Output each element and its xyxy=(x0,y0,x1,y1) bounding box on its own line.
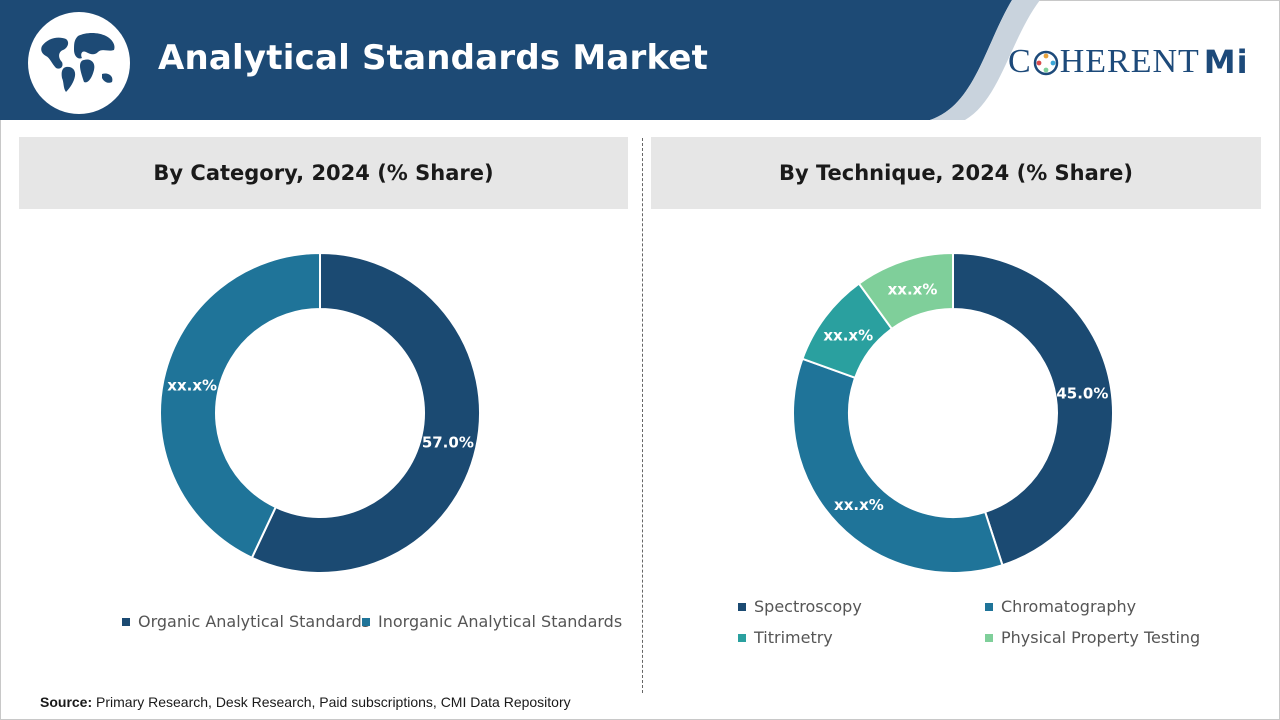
category-slice-2 xyxy=(159,251,321,560)
category-data-label-1: 57.0% xyxy=(422,434,474,452)
category-legend-item-2-swatch xyxy=(362,617,370,626)
technique-slice-4 xyxy=(857,251,954,331)
panel-divider xyxy=(642,138,643,693)
technique-legend-item-2-label: Chromatography xyxy=(1001,597,1137,616)
technique-donut-chart: 45.0% xx.x% xx.x% xx.x% xyxy=(792,251,1114,574)
technique-data-label-1: 45.0% xyxy=(1056,385,1108,403)
technique-legend-item-4: Physical Property Testing xyxy=(985,628,1200,647)
technique-legend-item-2: Chromatography xyxy=(985,597,1136,616)
coherent-mi-logo: C HERENT Mi xyxy=(1008,40,1249,84)
category-legend-item-1-swatch xyxy=(122,617,130,626)
technique-legend-item-4-swatch xyxy=(985,633,993,642)
logo-text-right: HERENT xyxy=(1059,43,1200,80)
logo-mi: Mi xyxy=(1203,43,1249,81)
technique-data-label-4: xx.x% xyxy=(888,280,938,298)
category-slice-1 xyxy=(250,251,481,574)
technique-slice-2 xyxy=(792,357,1004,574)
technique-panel-title: By Technique, 2024 (% Share) xyxy=(651,137,1261,209)
category-legend-item-2-label: Inorganic Analytical Standards xyxy=(378,612,623,631)
page-title: Analytical Standards Market xyxy=(158,38,709,78)
technique-legend-item-1-label: Spectroscopy xyxy=(754,597,862,616)
source-note: Source: Primary Research, Desk Research,… xyxy=(40,694,571,710)
technique-legend-item-4-label: Physical Property Testing xyxy=(1001,628,1201,647)
globe-logo-icon xyxy=(28,12,130,114)
technique-legend-item-2-swatch xyxy=(985,602,993,611)
technique-legend-item-3-swatch xyxy=(738,633,746,642)
category-donut-chart: 57.0% xx.x% xyxy=(159,251,481,574)
source-label: Source: xyxy=(40,694,93,710)
source-text: Primary Research, Desk Research, Paid su… xyxy=(96,694,571,710)
category-legend-item-1: Organic Analytical Standards xyxy=(122,612,370,631)
technique-slice-1 xyxy=(952,251,1114,567)
technique-legend-item-1-swatch xyxy=(738,602,746,611)
category-data-label-2: xx.x% xyxy=(167,376,217,394)
category-legend-item-2: Inorganic Analytical Standards xyxy=(362,612,622,631)
technique-data-label-3: xx.x% xyxy=(823,326,873,344)
category-legend-item-1-label: Organic Analytical Standards xyxy=(138,612,371,631)
technique-data-label-2: xx.x% xyxy=(834,496,884,514)
technique-legend-item-3-label: Titrimetry xyxy=(754,628,833,647)
technique-legend-item-1: Spectroscopy xyxy=(738,597,862,616)
logo-text-left: C xyxy=(1008,43,1032,80)
header-banner: Analytical Standards Market C HERENT Mi xyxy=(0,0,1280,120)
technique-legend-item-3: Titrimetry xyxy=(738,628,833,647)
category-panel-title: By Category, 2024 (% Share) xyxy=(19,137,628,209)
header-background xyxy=(0,0,1040,120)
logo-o-icon xyxy=(1033,50,1059,76)
